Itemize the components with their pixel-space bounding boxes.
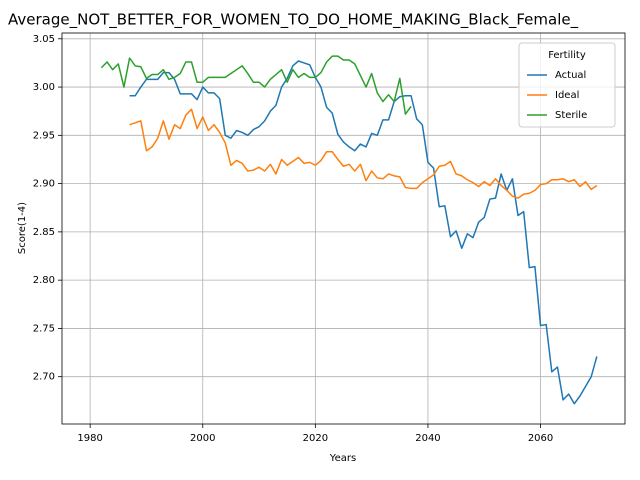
y-axis-label: Score(1-4) (17, 202, 28, 254)
y-tick-label: 3.05 (33, 34, 55, 45)
series-line (100, 55, 412, 115)
x-tick-label: 2040 (415, 433, 440, 444)
y-tick-label: 2.85 (33, 227, 55, 238)
y-tick-label: 2.70 (33, 372, 55, 383)
y-tick-label: 2.75 (33, 323, 55, 334)
plot-frame (61, 32, 626, 425)
x-tick-label: 2000 (190, 433, 215, 444)
y-tick-label: 2.90 (33, 179, 55, 190)
x-tick-label: 2020 (303, 433, 328, 444)
legend-label: Sterile (555, 110, 587, 121)
y-tick-label: 2.80 (33, 275, 55, 286)
legend: Fertility Actual Ideal Sterile (518, 42, 616, 128)
y-tick-label: 3.00 (33, 82, 55, 93)
series-line (129, 108, 598, 199)
chart-title: Average_NOT_BETTER_FOR_WOMEN_TO_DO_HOME_… (8, 11, 579, 30)
x-tick-label: 2060 (528, 433, 553, 444)
series-line (129, 60, 598, 405)
x-axis-label: Years (329, 453, 356, 464)
y-tick-label: 2.95 (33, 130, 55, 141)
legend-title: Fertility (548, 50, 586, 61)
x-tick-label: 1980 (77, 433, 102, 444)
legend-label: Ideal (555, 90, 579, 101)
legend-label: Actual (555, 70, 586, 81)
legend-box (518, 42, 616, 128)
